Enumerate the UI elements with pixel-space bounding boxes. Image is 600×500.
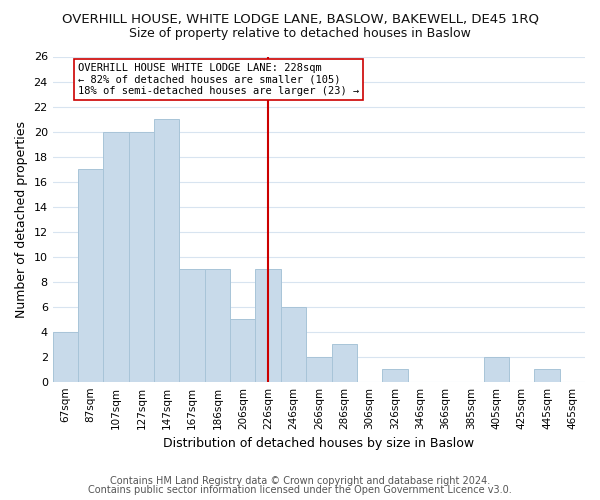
Bar <box>281 306 306 382</box>
Text: OVERHILL HOUSE, WHITE LODGE LANE, BASLOW, BAKEWELL, DE45 1RQ: OVERHILL HOUSE, WHITE LODGE LANE, BASLOW… <box>62 12 539 26</box>
Bar <box>53 332 78 382</box>
Bar <box>332 344 357 382</box>
Bar <box>154 119 179 382</box>
Bar <box>256 269 281 382</box>
Bar <box>179 269 205 382</box>
Bar <box>103 132 129 382</box>
Bar <box>382 369 407 382</box>
Bar <box>535 369 560 382</box>
Bar <box>78 169 103 382</box>
Bar <box>205 269 230 382</box>
Y-axis label: Number of detached properties: Number of detached properties <box>15 120 28 318</box>
Bar <box>484 356 509 382</box>
Text: Contains HM Land Registry data © Crown copyright and database right 2024.: Contains HM Land Registry data © Crown c… <box>110 476 490 486</box>
Bar <box>306 356 332 382</box>
X-axis label: Distribution of detached houses by size in Baslow: Distribution of detached houses by size … <box>163 437 475 450</box>
Text: Contains public sector information licensed under the Open Government Licence v3: Contains public sector information licen… <box>88 485 512 495</box>
Bar <box>129 132 154 382</box>
Text: OVERHILL HOUSE WHITE LODGE LANE: 228sqm
← 82% of detached houses are smaller (10: OVERHILL HOUSE WHITE LODGE LANE: 228sqm … <box>78 63 359 96</box>
Text: Size of property relative to detached houses in Baslow: Size of property relative to detached ho… <box>129 28 471 40</box>
Bar <box>230 319 256 382</box>
